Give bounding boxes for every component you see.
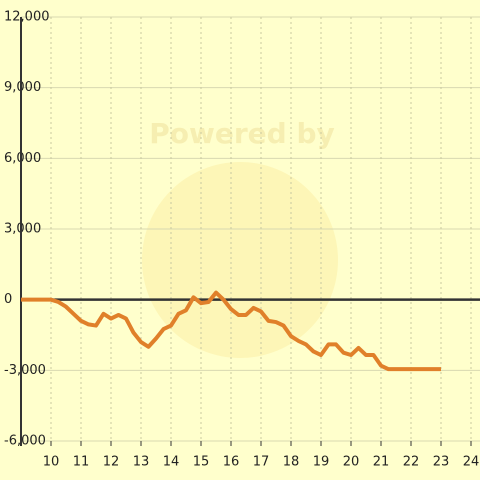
x-tick-label: 23: [433, 455, 450, 470]
y-tick-label: 12,000: [4, 10, 50, 25]
x-tick-label: 20: [343, 455, 360, 470]
y-tick-label: 3,000: [4, 222, 41, 237]
x-tick-label: 11: [73, 455, 90, 470]
x-tick-label: 14: [163, 455, 180, 470]
x-tick-label: 13: [133, 455, 150, 470]
x-tick-label: 17: [253, 455, 270, 470]
x-tick-label: 24: [463, 455, 480, 470]
y-tick-label: -6,000: [4, 434, 46, 449]
x-tick-label: 15: [193, 455, 210, 470]
x-tick-label: 21: [373, 455, 390, 470]
watermark-logo: [142, 162, 338, 358]
y-tick-label: 9,000: [4, 80, 41, 95]
watermark: Powered by: [149, 117, 335, 150]
y-tick-label: -3,000: [4, 363, 46, 378]
y-tick-label: 6,000: [4, 151, 41, 166]
x-tick-label: 12: [103, 455, 120, 470]
x-tick-label: 19: [313, 455, 330, 470]
y-tick-label: 0: [4, 292, 12, 307]
x-tick-label: 22: [403, 455, 420, 470]
x-tick-label: 18: [283, 455, 300, 470]
x-tick-label: 16: [223, 455, 240, 470]
x-tick-label: 10: [43, 455, 60, 470]
data-line: [21, 290, 441, 372]
